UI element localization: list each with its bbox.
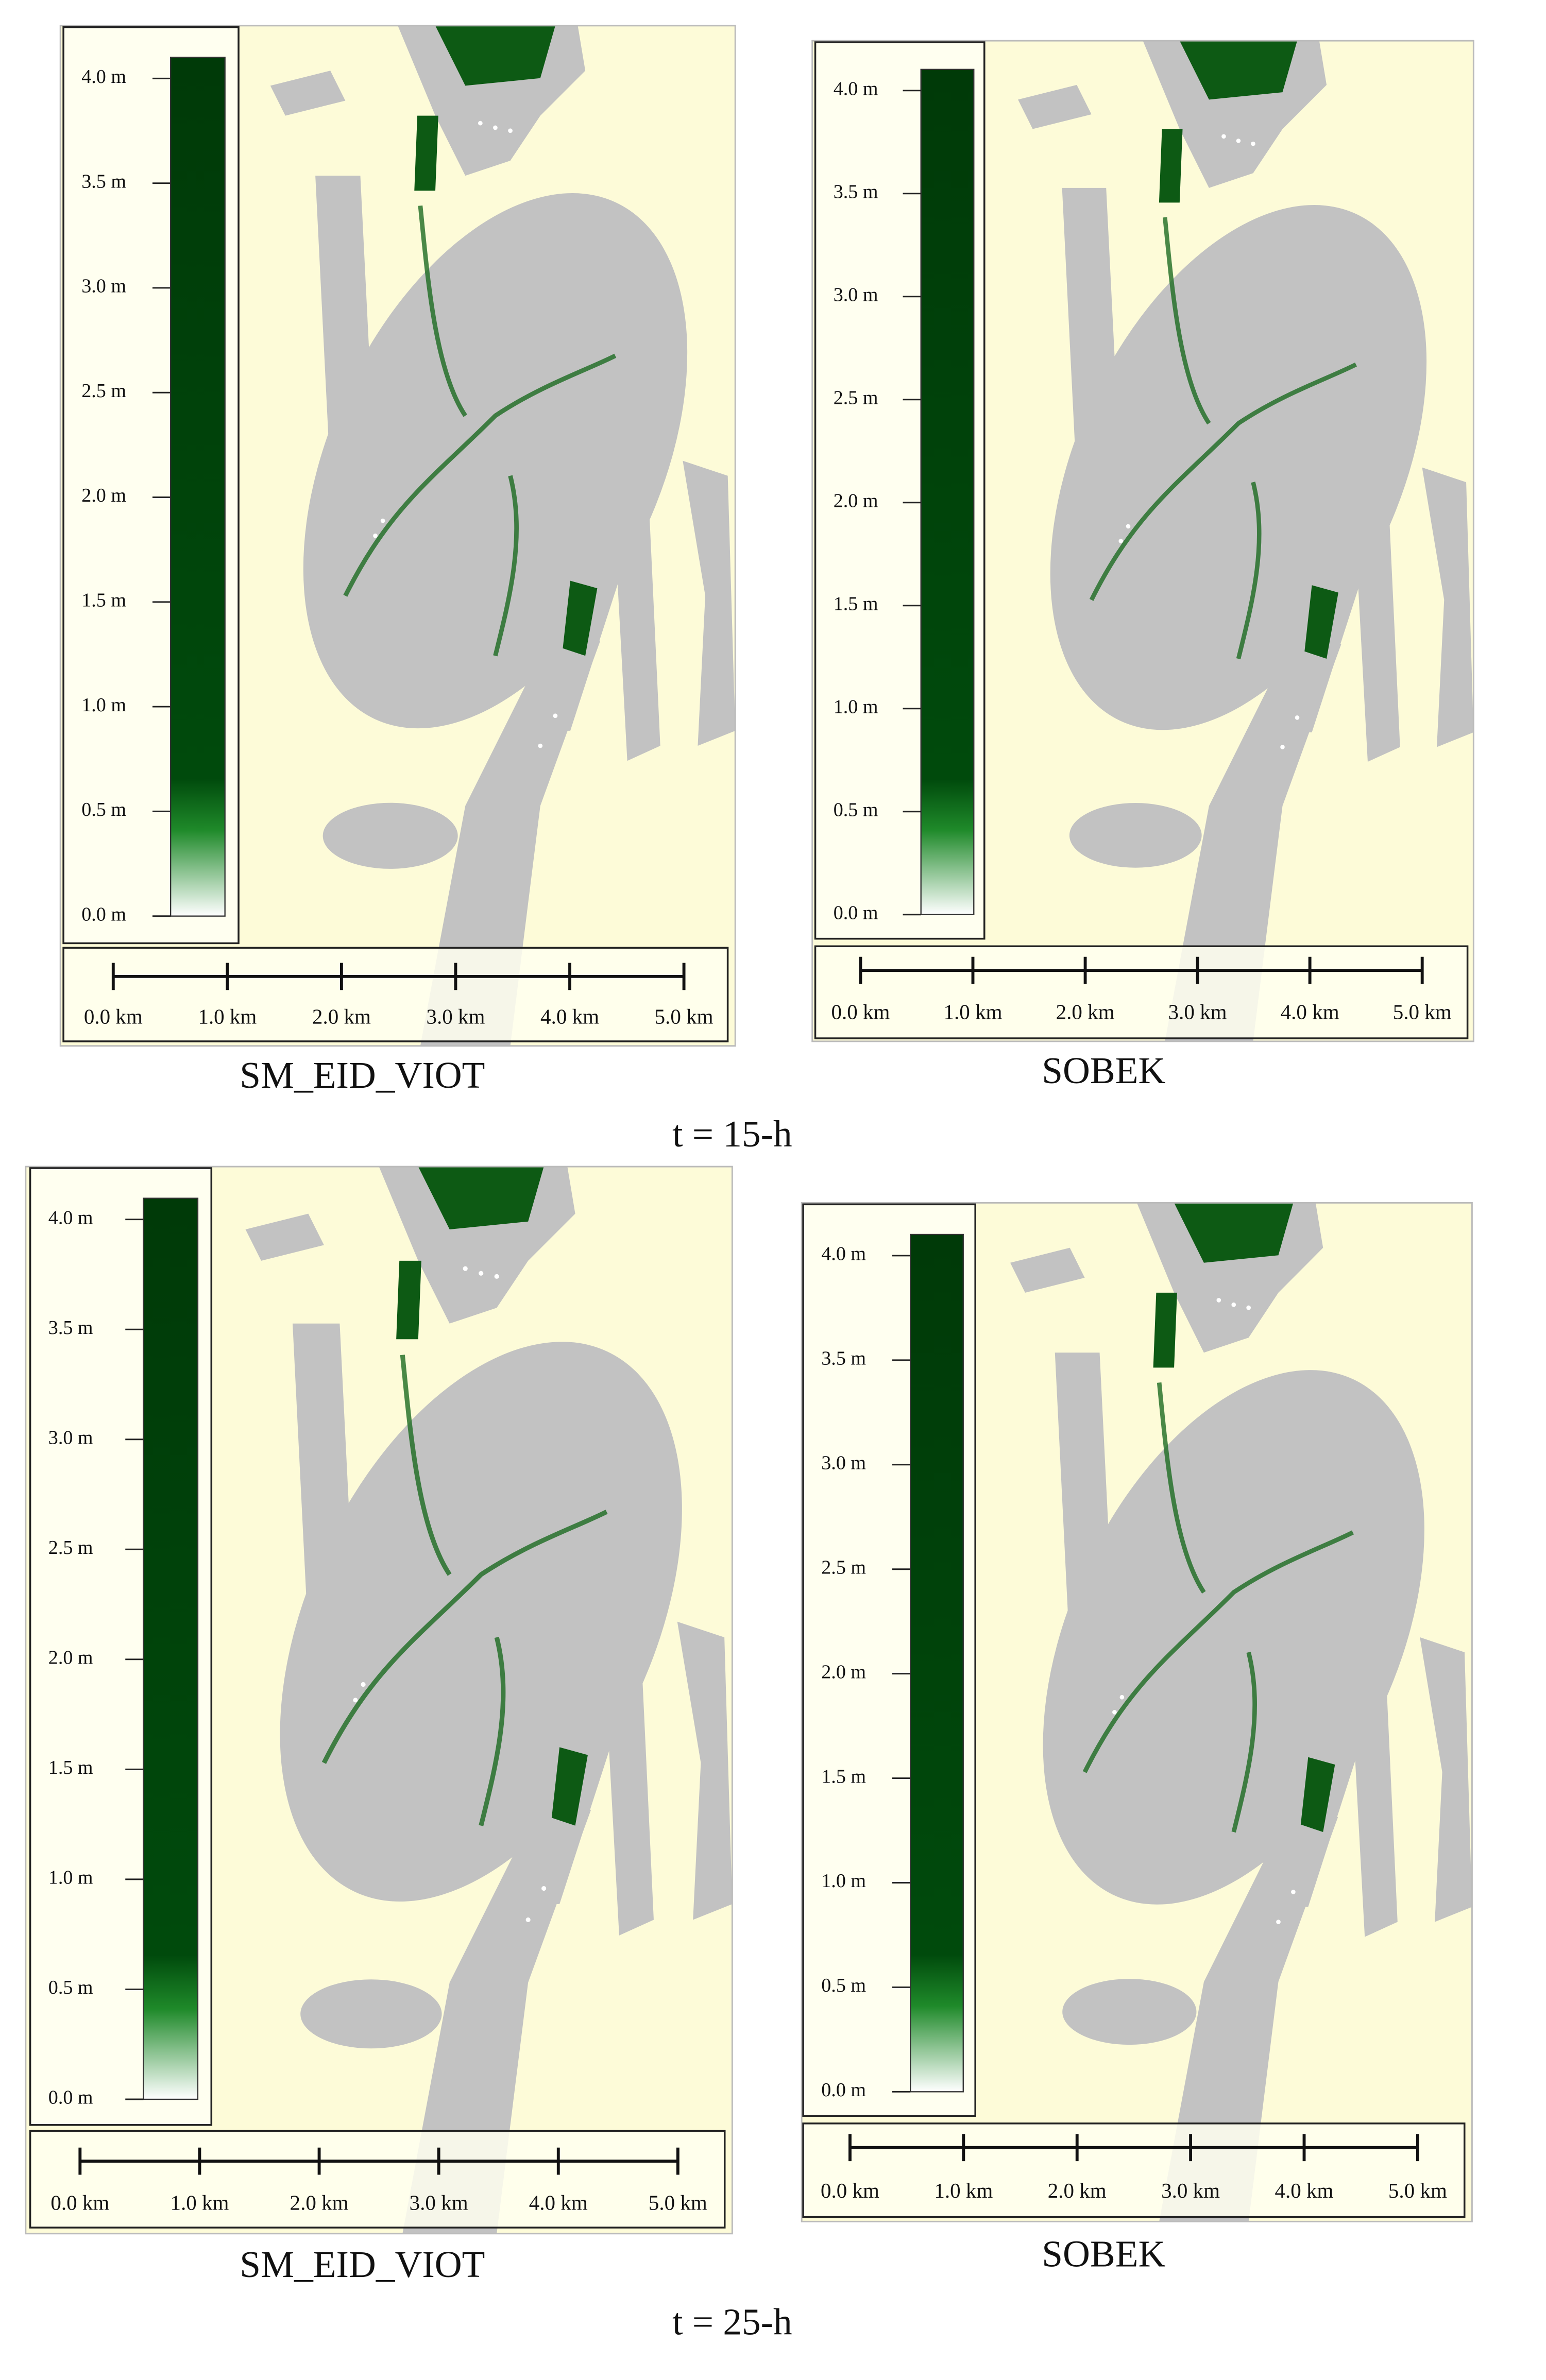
scale-label: 5.0 km	[655, 1004, 713, 1028]
legend-label: 3.5 m	[81, 170, 126, 192]
scale-label: 3.0 km	[1161, 2179, 1220, 2202]
legend-label: 3.0 m	[81, 276, 126, 297]
map-panel: 4.0 m 3.5 m 3.0 m 2.5 m 2.0 m 1.5 m 1.0 m 0.5 m…	[811, 40, 1474, 1091]
legend-label: 1.5 m	[821, 1766, 866, 1787]
legend-label: 0.5 m	[821, 1975, 866, 1996]
legend-label: 2.5 m	[48, 1537, 93, 1559]
legend-label: 1.0 m	[48, 1867, 93, 1889]
scale-label: 1.0 km	[170, 2190, 229, 2214]
color-bar	[920, 69, 975, 915]
map-frame	[801, 1202, 1473, 2222]
scale-label: 4.0 km	[1275, 2179, 1334, 2202]
color-bar	[910, 1234, 964, 2093]
legend-label: 0.5 m	[48, 1977, 93, 1998]
legend-label: 3.0 m	[834, 284, 878, 306]
color-bar	[143, 1197, 199, 2100]
scale-label: 3.0 km	[427, 1004, 485, 1028]
legend-label: 1.0 m	[821, 1870, 866, 1892]
legend-label: 0.5 m	[81, 799, 126, 820]
time-label: t = 15-h	[672, 1113, 792, 1155]
legend-label: 3.0 m	[821, 1452, 866, 1474]
scale-label: 0.0 km	[821, 2179, 879, 2202]
scale-box	[29, 2130, 726, 2229]
legend-label: 3.5 m	[834, 181, 878, 203]
scale-label: 3.0 km	[1168, 1000, 1227, 1024]
legend-label: 2.0 m	[821, 1661, 866, 1683]
scale-label: 1.0 km	[934, 2179, 993, 2202]
legend-label: 3.5 m	[821, 1348, 866, 1369]
scale-label: 2.0 km	[312, 1004, 371, 1028]
legend-label: 4.0 m	[48, 1207, 93, 1228]
legend-label: 2.0 m	[834, 490, 878, 512]
scale-box	[802, 2122, 1466, 2218]
scale-label: 4.0 km	[1281, 1000, 1339, 1024]
map-frame	[59, 25, 736, 1047]
legend-label: 2.5 m	[821, 1556, 866, 1578]
legend-label: 0.5 m	[834, 799, 878, 820]
time-label: t = 25-h	[672, 2301, 792, 2342]
panel-caption: SOBEK	[1042, 2233, 1165, 2274]
scale-label: 5.0 km	[649, 2190, 707, 2214]
scale-label: 0.0 km	[831, 1000, 890, 1024]
legend-label: 4.0 m	[834, 78, 878, 100]
map-frame	[25, 1166, 733, 2235]
scale-label: 2.0 km	[1056, 1000, 1115, 1024]
map-frame	[811, 40, 1474, 1042]
legend-label: 1.5 m	[81, 590, 126, 611]
legend-label: 4.0 m	[821, 1243, 866, 1265]
scale-box	[814, 945, 1469, 1039]
legend-label: 1.0 m	[81, 694, 126, 716]
map-panel: 4.0 m 3.5 m 3.0 m 2.5 m 2.0 m 1.5 m 1.0 m 0.5 m…	[801, 1202, 1473, 2274]
panel-caption: SM_EID_VIOT	[240, 1054, 485, 1096]
legend-label: 1.5 m	[834, 593, 878, 614]
color-bar	[169, 57, 226, 917]
scale-label: 0.0 km	[84, 1004, 143, 1028]
legend-label: 0.0 m	[834, 902, 878, 923]
scale-label: 5.0 km	[1388, 2179, 1447, 2202]
legend-label: 1.0 m	[834, 696, 878, 717]
legend-label: 2.5 m	[834, 387, 878, 409]
panel-caption: SOBEK	[1042, 1050, 1165, 1091]
scale-label: 1.0 km	[944, 1000, 1003, 1024]
legend-label: 0.0 m	[81, 903, 126, 925]
scale-label: 4.0 km	[540, 1004, 599, 1028]
scale-label: 5.0 km	[1393, 1000, 1452, 1024]
scale-label: 2.0 km	[290, 2190, 349, 2214]
legend-label: 3.0 m	[48, 1427, 93, 1448]
legend-label: 3.5 m	[48, 1317, 93, 1339]
scale-label: 1.0 km	[198, 1004, 257, 1028]
scale-label: 2.0 km	[1048, 2179, 1107, 2202]
panel-caption: SM_EID_VIOT	[240, 2244, 485, 2285]
legend-label: 2.0 m	[48, 1647, 93, 1669]
legend-label: 2.5 m	[81, 380, 126, 402]
scale-label: 4.0 km	[529, 2190, 588, 2214]
map-panel: 4.0 m 3.5 m 3.0 m 2.5 m 2.0 m 1.5 m 1.0 m 0.5 m…	[25, 1166, 733, 2285]
legend-label: 2.0 m	[81, 485, 126, 506]
legend-label: 0.0 m	[48, 2087, 93, 2109]
scale-label: 3.0 km	[410, 2190, 468, 2214]
scale-label: 0.0 km	[50, 2190, 109, 2214]
map-panel: 4.0 m 3.5 m 3.0 m 2.5 m 2.0 m 1.5 m 1.0 m 0.5 m…	[59, 25, 736, 1096]
legend-label: 0.0 m	[821, 2079, 866, 2101]
legend-label: 1.5 m	[48, 1757, 93, 1778]
scale-box	[62, 947, 729, 1042]
legend-label: 4.0 m	[81, 66, 126, 88]
